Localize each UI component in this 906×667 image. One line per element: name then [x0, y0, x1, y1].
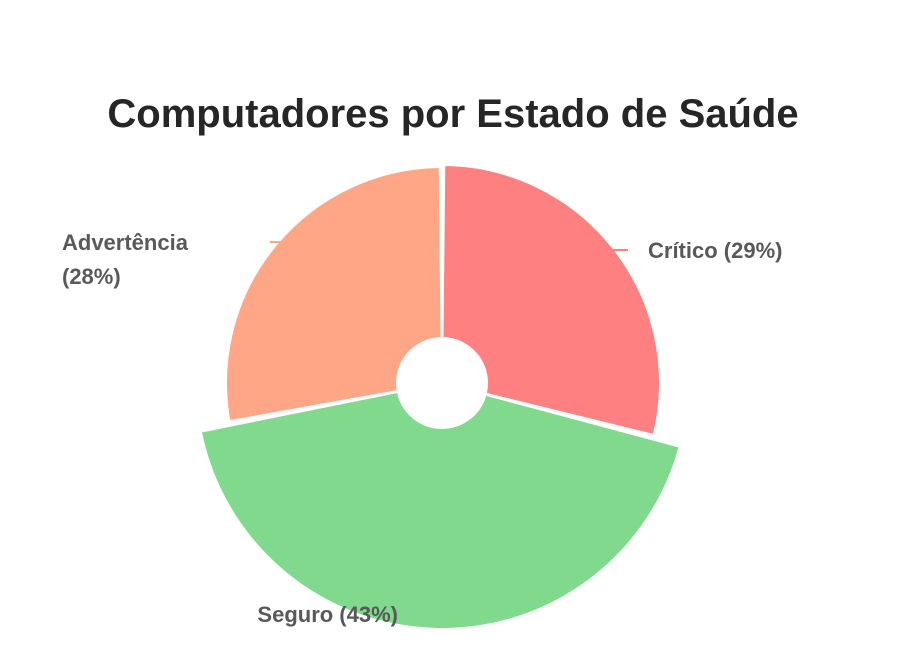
- pie-slice-critico: [441, 164, 661, 436]
- leader-line: [589, 249, 628, 266]
- pie-slice-seguro: [199, 390, 681, 630]
- slice-label: Advertência (28%): [62, 230, 189, 289]
- slice-label: Seguro (43%): [257, 602, 398, 627]
- pie-slice-advertencia: [225, 166, 443, 423]
- leader-line: [270, 241, 306, 259]
- leader-line: [432, 597, 448, 619]
- chart-title: Computadores por Estado de Saúde: [107, 92, 799, 136]
- slice-label: Crítico (29%): [648, 238, 782, 263]
